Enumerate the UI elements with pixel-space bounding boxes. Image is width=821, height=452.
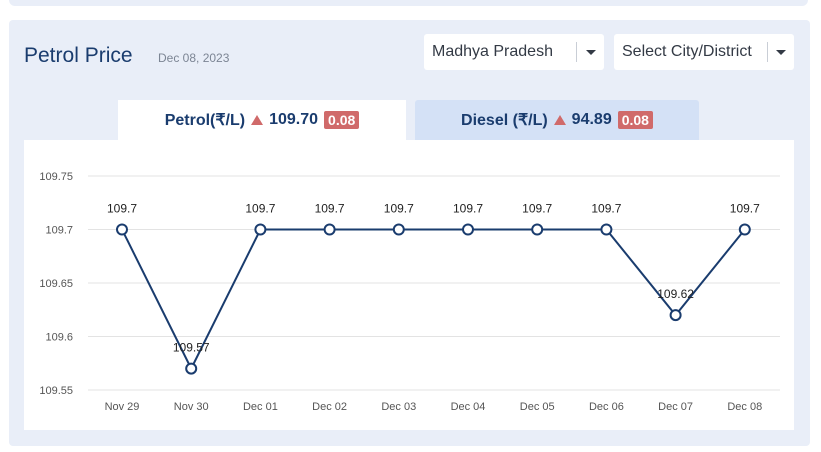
data-label: 109.7 <box>453 202 483 216</box>
data-point <box>531 223 544 236</box>
tab-petrol-change-badge: 0.08 <box>324 111 360 129</box>
y-tick-label: 109.75 <box>39 171 73 183</box>
x-tick-label: Dec 03 <box>381 401 416 413</box>
x-tick-label: Nov 29 <box>105 401 140 413</box>
y-tick-label: 109.6 <box>45 332 73 344</box>
x-tick-label: Dec 04 <box>451 401 486 413</box>
chart-panel: 109.55 109.6 109.65 109.7 109.75 Nov 29 Nov 30… <box>24 140 794 430</box>
chevron-down-icon[interactable] <box>776 50 786 55</box>
chevron-down-icon[interactable] <box>586 50 596 55</box>
y-tick-label: 109.7 <box>45 225 73 237</box>
data-point <box>600 223 613 236</box>
data-point <box>462 223 474 236</box>
data-label: 109.7 <box>591 202 621 216</box>
x-tick-label: Dec 07 <box>658 401 693 413</box>
dropdown-separator <box>576 42 577 62</box>
state-dropdown[interactable]: Madhya Pradesh <box>424 34 604 70</box>
x-tick-label: Dec 08 <box>727 401 762 413</box>
state-dropdown-value: Madhya Pradesh <box>432 43 553 60</box>
data-label: 109.62 <box>657 287 694 301</box>
price-line-chart: 109.55 109.6 109.65 109.7 109.75 Nov 29 Nov 30… <box>39 171 780 413</box>
page-title: Petrol Price <box>24 44 133 67</box>
x-tick-label: Dec 01 <box>243 401 278 413</box>
tab-diesel-change-badge: 0.08 <box>617 111 653 129</box>
tab-petrol-price: 109.70 <box>269 111 319 128</box>
data-point <box>392 223 405 236</box>
data-point <box>185 362 198 375</box>
dropdown-separator <box>767 42 768 62</box>
x-tick-label: Dec 05 <box>520 401 555 413</box>
x-tick-label: Dec 02 <box>312 401 347 413</box>
data-label: 109.7 <box>522 202 552 216</box>
series-line <box>121 228 746 371</box>
y-tick-label: 109.65 <box>39 278 73 290</box>
data-point <box>669 309 682 322</box>
price-up-icon <box>251 115 264 125</box>
city-dropdown[interactable]: Select City/District <box>614 34 794 70</box>
tab-diesel-label: Diesel (₹/L) <box>461 112 548 129</box>
tab-diesel-price: 94.89 <box>571 111 612 128</box>
data-point <box>254 223 267 236</box>
price-date: Dec 08, 2023 <box>158 51 230 65</box>
data-label: 109.7 <box>107 202 137 216</box>
data-label: 109.7 <box>245 202 275 216</box>
data-point <box>738 223 751 236</box>
data-point <box>323 223 336 236</box>
data-label: 109.7 <box>315 202 345 216</box>
city-dropdown-placeholder: Select City/District <box>622 43 752 60</box>
tab-diesel[interactable]: Diesel (₹/L) 94.89 0.08 <box>415 100 699 140</box>
previous-card-edge <box>9 0 808 6</box>
data-label: 109.57 <box>173 341 210 355</box>
x-tick-label: Dec 06 <box>589 401 624 413</box>
tab-petrol[interactable]: Petrol(₹/L) 109.70 0.08 <box>118 100 406 140</box>
data-label: 109.7 <box>384 202 414 216</box>
data-point <box>116 223 128 236</box>
data-label: 109.7 <box>730 202 760 216</box>
x-tick-label: Nov 30 <box>174 401 209 413</box>
y-tick-label: 109.55 <box>39 385 73 397</box>
tab-petrol-label: Petrol(₹/L) <box>164 112 246 129</box>
price-up-icon <box>553 115 566 125</box>
